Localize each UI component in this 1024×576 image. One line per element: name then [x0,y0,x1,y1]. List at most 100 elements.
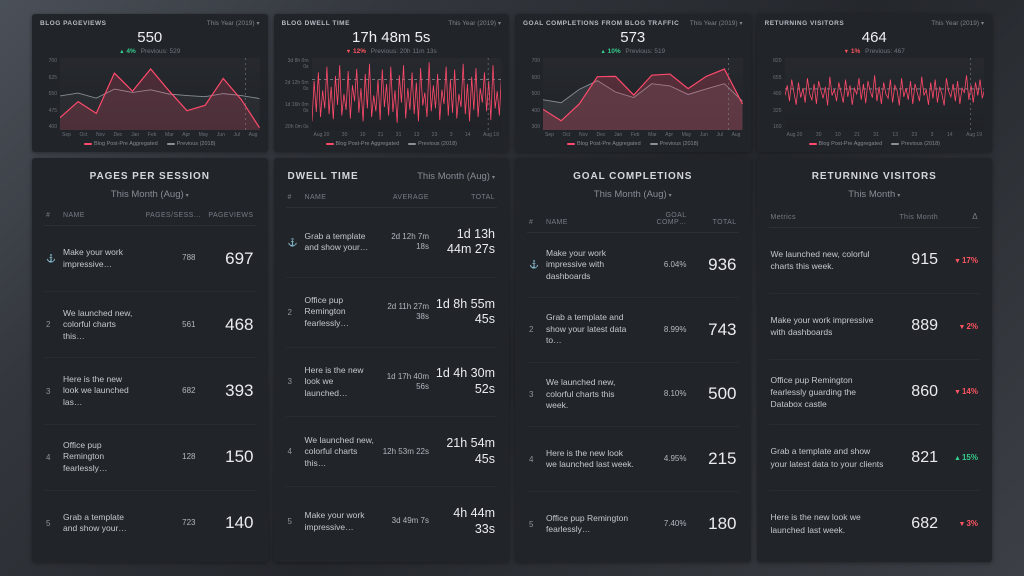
date-range-dropdown[interactable]: This Month (Aug) ▾ [417,171,495,182]
row-average: 2d 12h 7m 18s [391,232,429,252]
rank-number: 3 [529,389,534,399]
rank-1-medal-icon: ⚓ [46,254,56,264]
table-row: 2 Grab a template and show your latest d… [527,298,739,363]
date-range-dropdown[interactable]: This Year (2019) ▾ [207,20,260,27]
table-row: 3 Here is the new look we launched las… … [44,358,256,425]
x-tick-label: 21 [854,132,860,138]
table-row: 4 Office pup Remington fearlessly… 128 1… [44,425,256,491]
column-delta: Δ [972,212,978,221]
metric-delta-row: ▲ 4% Previous: 529 [40,48,260,55]
x-tick-label: Oct [562,132,571,138]
rank-number: 5 [46,518,51,528]
row-value: 821 [911,448,938,466]
row-name: Make your work impressive with dashboard… [770,314,874,338]
x-tick-label: Jan [614,132,623,138]
legend-item: Blog Post-Pre Aggregated [808,141,883,147]
y-tick-label: 820 [773,58,782,64]
date-range-dropdown[interactable]: This Month ▾ [769,189,981,200]
table-row: Make your work impressive with dashboard… [768,294,980,360]
chevron-down-icon: ▾ [497,21,501,27]
metric-delta-row: ▲ 10% Previous: 519 [523,48,743,55]
rank-number: 4 [529,454,534,464]
x-tick-label: Apr [182,132,191,138]
date-range-dropdown[interactable]: This Year (2019) ▾ [448,20,501,27]
row-pages-per-session: 561 [182,319,196,329]
date-range-dropdown[interactable]: This Month (Aug) ▾ [527,189,739,200]
y-tick-label: 1d 16h 0m 0s [284,102,309,114]
chart-legend: Blog Post-Pre Aggregated Previous (2018) [523,141,743,147]
legend-line-swatch [408,143,417,145]
x-tick-label: 10 [359,132,366,138]
y-axis: 700 600 500 400 300 [523,58,543,130]
date-range-dropdown[interactable]: This Year (2019) ▾ [690,20,743,27]
row-total: 21h 54m 45s [446,436,495,466]
blog-dwell-time-panel: BLOG DWELL TIME This Year (2019) ▾ 17h 48… [273,14,509,152]
table-row: 4 We launched new, colorful charts this…… [285,417,497,488]
chevron-down-icon: ▾ [739,21,743,27]
x-tick-label: Feb [630,132,640,138]
delta-badge: ▼2% [944,321,979,331]
column-name: NAME [546,219,568,226]
x-tick-label: 31 [395,132,402,138]
date-range-dropdown[interactable]: This Month (Aug) ▾ [44,189,256,200]
delta-percent: 10% [607,48,621,55]
y-tick-label: 20h 0m 0s [285,124,309,130]
table-row: ⚓ Make your work impressive… 788 697 [44,226,256,293]
date-range-label: This Month (Aug) [110,189,184,200]
chart-legend: Blog Post-Pre Aggregated Previous (2018) [40,141,260,147]
legend-item: Previous (2018) [166,141,215,147]
x-tick-label: 10 [835,132,841,138]
row-value: 860 [911,382,938,400]
x-tick-label: Aug 20 [313,132,330,138]
goal-completions-traffic-panel: GOAL COMPLETIONS FROM BLOG TRAFFIC This … [515,14,751,152]
legend-label: Blog Post-Pre Aggregated [818,141,883,147]
x-tick-label: 3 [449,132,453,138]
down-triangle-icon: ▼ [843,49,850,55]
row-name: Grab a template and show your latest dat… [770,446,884,469]
row-goal-completion-rate: 6.04% [663,259,687,269]
pages-per-session-panel: PAGES PER SESSION This Month (Aug) ▾ # NA… [32,158,268,562]
legend-line-swatch [166,143,175,145]
x-tick-label: Aug 19 [966,132,982,138]
delta-percent: 15% [961,453,978,463]
table-row: 2 Office pup Remington fearlessly… 2d 11… [285,278,497,348]
row-pageviews: 150 [225,447,254,467]
date-range-dropdown[interactable]: This Year (2019) ▾ [931,20,984,27]
y-tick-label: 400 [531,107,540,114]
y-tick-label: 3d 8h 0m 0s [287,58,309,70]
x-tick-label: Jul [716,132,723,138]
table-row: 3 Here is the new look we launched… 1d 1… [285,348,497,418]
table-row: Here is the new look we launched last we… [769,491,981,556]
x-tick-label: Mar [648,132,657,138]
chevron-down-icon: ▾ [980,21,984,27]
plot-area [60,58,260,130]
x-tick-label: Feb [147,132,157,138]
x-tick-label: 31 [873,132,879,138]
table-row: 5 Make your work impressive… 3d 49m 7s 4… [286,487,498,556]
x-tick-label: 21 [377,132,384,138]
column-pageviews: PAGEVIEWS [208,212,254,219]
legend-line-swatch [567,143,576,145]
row-total: 180 [708,514,737,534]
x-axis: Sep Oct Nov Dec Jan Feb Mar Apr May Jun Jul Aug [62,132,258,138]
legend-line-swatch [891,143,900,145]
table-row: 2 We launched new, colorful charts this…… [44,292,256,359]
legend-label: Previous (2018) [901,141,940,147]
legend-line-swatch [649,143,658,145]
metric-value: 17h 48m 5s [352,29,431,46]
row-name: Make your work impressive… [304,510,365,532]
delta-percent: 3% [966,519,978,529]
x-tick-label: 30 [341,132,348,138]
x-axis: Aug 20 30 10 21 31 13 23 3 14 Aug 19 [314,132,500,138]
date-range-label: This Year (2019) [206,20,255,27]
table-body: ⚓ Make your work impressive with dashboa… [527,233,739,556]
row-name: Here is the new look we launched las… [63,373,129,407]
x-tick-label: 30 [815,132,822,138]
legend-item: Blog Post-Pre Aggregated [84,141,158,147]
x-tick-label: Jun [699,132,708,138]
table-row: Office pup Remington fearlessly guarding… [768,360,980,426]
rank-number: 3 [287,377,292,387]
blog-pageviews-panel: BLOG PAGEVIEWS This Year (2019) ▾ 550 ▲ 4… [32,14,268,152]
delta-percent: 2% [966,321,978,331]
y-tick-label: 300 [531,124,540,130]
